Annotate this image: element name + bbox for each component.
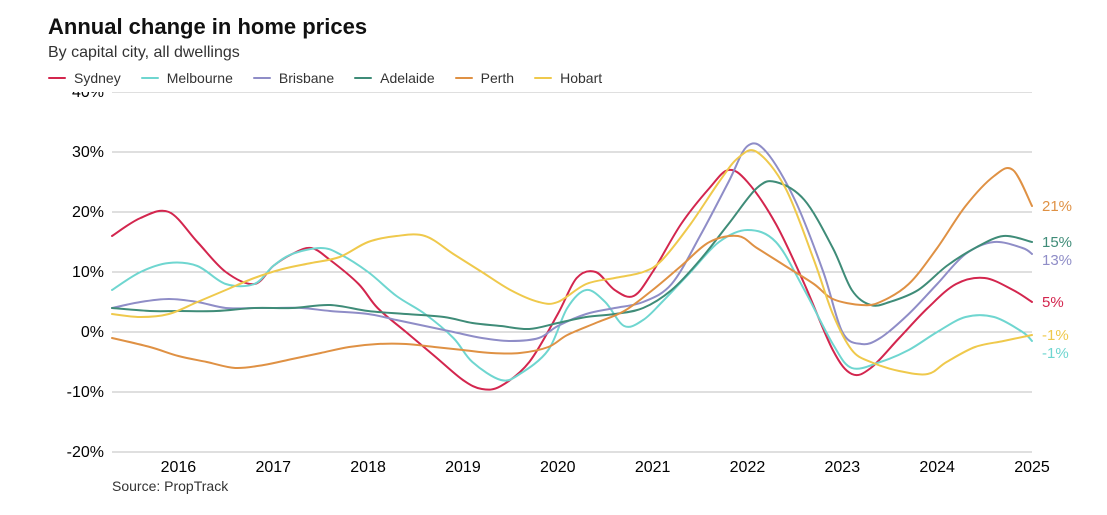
x-tick-label: 2020 xyxy=(540,459,576,476)
legend-swatch xyxy=(354,77,372,79)
series-end-label: -1% xyxy=(1042,345,1069,362)
y-tick-label: -20% xyxy=(67,444,104,461)
y-tick-label: 30% xyxy=(72,144,104,161)
x-tick-label: 2024 xyxy=(919,459,955,476)
legend-item: Melbourne xyxy=(141,70,233,86)
series-line xyxy=(112,150,1032,374)
series-end-label: -1% xyxy=(1042,327,1069,344)
series-end-label: 5% xyxy=(1042,294,1064,311)
series-line xyxy=(112,143,1032,344)
x-tick-label: 2018 xyxy=(350,459,386,476)
x-tick-label: 2021 xyxy=(635,459,671,476)
series-end-label: 15% xyxy=(1042,234,1072,251)
legend-swatch xyxy=(48,77,66,79)
x-tick-label: 2019 xyxy=(445,459,481,476)
x-tick-label: 2017 xyxy=(255,459,291,476)
chart-title: Annual change in home prices xyxy=(48,14,1095,40)
legend-item: Adelaide xyxy=(354,70,435,86)
x-tick-label: 2025 xyxy=(1014,459,1050,476)
legend-item: Hobart xyxy=(534,70,602,86)
y-tick-label: 40% xyxy=(72,92,104,101)
series-end-label: 13% xyxy=(1042,252,1072,269)
legend-swatch xyxy=(455,77,473,79)
x-tick-label: 2023 xyxy=(825,459,861,476)
legend-item: Perth xyxy=(455,70,514,86)
y-tick-label: 20% xyxy=(72,204,104,221)
legend-label: Brisbane xyxy=(279,70,334,86)
legend: Sydney Melbourne Brisbane Adelaide Perth Hoba… xyxy=(48,70,1095,86)
x-tick-label: 2022 xyxy=(730,459,766,476)
legend-swatch xyxy=(253,77,271,79)
gridlines xyxy=(112,92,1032,452)
legend-label: Perth xyxy=(481,70,514,86)
legend-item: Sydney xyxy=(48,70,121,86)
legend-swatch xyxy=(534,77,552,79)
line-chart: -20% -10% 0% 10% 20% 30% 40% 2016 2017 2018 2019 20… xyxy=(12,92,1095,482)
series-line xyxy=(112,168,1032,368)
y-tick-label: 0% xyxy=(81,324,104,341)
chart-subtitle: By capital city, all dwellings xyxy=(48,44,1095,62)
legend-item: Brisbane xyxy=(253,70,334,86)
y-tick-label: -10% xyxy=(67,384,104,401)
legend-label: Hobart xyxy=(560,70,602,86)
y-tick-label: 10% xyxy=(72,264,104,281)
series-line xyxy=(112,230,1032,381)
legend-label: Adelaide xyxy=(380,70,435,86)
series-line xyxy=(112,181,1032,329)
legend-label: Melbourne xyxy=(167,70,233,86)
series-end-label: 21% xyxy=(1042,198,1072,215)
legend-label: Sydney xyxy=(74,70,121,86)
legend-swatch xyxy=(141,77,159,79)
x-tick-label: 2016 xyxy=(161,459,197,476)
